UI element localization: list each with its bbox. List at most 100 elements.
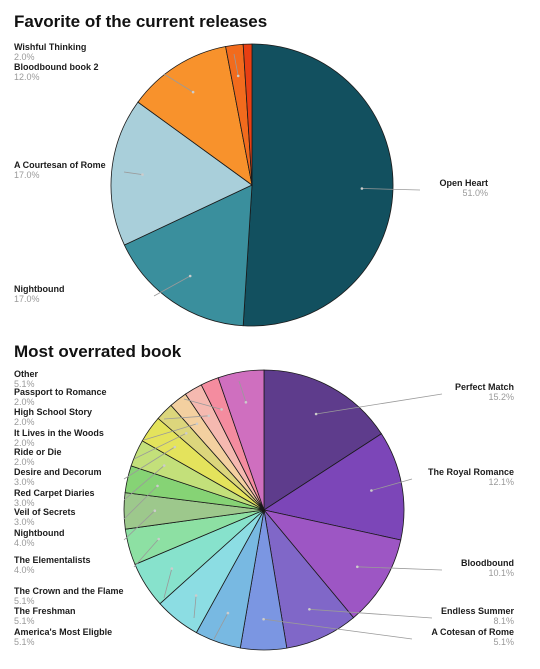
slice-percent: 2.0% — [14, 438, 35, 448]
leader-dot — [195, 422, 199, 426]
slice-percent: 3.0% — [14, 498, 35, 508]
pie-slice — [263, 369, 382, 511]
leader-line — [123, 171, 143, 175]
slice-percent: 2.0% — [14, 397, 35, 407]
slice-percent: 5.1% — [14, 379, 35, 389]
leader-line — [183, 398, 222, 410]
leader-dot — [141, 173, 144, 176]
slice-label: Nightbound — [14, 284, 64, 294]
chart-title: Favorite of the current releases — [14, 12, 268, 31]
slice-percent: 5.1% — [14, 637, 35, 647]
slice-label: A Cotesan of Rome — [431, 627, 514, 637]
slice-label: Nightbound — [14, 528, 64, 538]
leader-line — [153, 275, 191, 297]
slice-percent: 17.0% — [14, 294, 40, 304]
leader-dot — [226, 611, 230, 615]
slice-percent: 15.2% — [488, 392, 514, 402]
leader-dot — [194, 594, 198, 597]
leader-dot — [156, 484, 159, 488]
slice-percent: 2.0% — [14, 457, 35, 467]
leader-dot — [360, 187, 364, 190]
slice-percent: 12.1% — [488, 477, 514, 487]
slice-label: Wishful Thinking — [14, 42, 86, 52]
slice-label: Ride or Die — [14, 447, 62, 457]
leader-line — [233, 53, 239, 76]
slice-label: The Crown and the Flame — [14, 586, 124, 596]
leader-line — [143, 423, 198, 441]
slice-label: Endless Summer — [441, 606, 515, 616]
leader-line — [123, 485, 158, 520]
leader-line — [123, 446, 176, 480]
pie-slice — [262, 509, 402, 619]
leader-dot — [244, 401, 248, 404]
slice-percent: 5.1% — [493, 637, 514, 647]
pie-slice — [262, 433, 405, 541]
leader-line — [163, 415, 209, 420]
leader-line — [123, 465, 165, 501]
slice-label: It Lives in the Woods — [14, 428, 104, 438]
leader-line — [193, 595, 197, 619]
slice-percent: 8.1% — [493, 616, 514, 626]
slice-label: Bloodbound — [461, 558, 514, 568]
slice-percent: 51.0% — [462, 188, 488, 198]
slice-label: Passport to Romance — [14, 387, 107, 397]
slice-percent: 2.0% — [14, 52, 35, 62]
pie-slice — [217, 369, 265, 511]
pie-slice — [110, 101, 253, 246]
leader-dot — [185, 432, 188, 435]
leader-dot — [191, 90, 195, 94]
slice-percent: 17.0% — [14, 170, 40, 180]
slice-percent: 5.1% — [14, 616, 35, 626]
leader-dot — [356, 565, 359, 569]
leader-dot — [157, 537, 160, 541]
slice-label: The Freshman — [14, 606, 76, 616]
slice-label: Other — [14, 369, 39, 379]
leader-dot — [370, 489, 373, 492]
leader-dot — [236, 74, 240, 78]
slice-label: America's Most Eligble — [14, 627, 112, 637]
leader-line — [238, 380, 247, 403]
leader-dot — [170, 567, 174, 570]
leader-line — [309, 608, 433, 619]
slice-percent: 4.0% — [14, 565, 35, 575]
leader-dot — [153, 509, 157, 512]
leader-dot — [162, 464, 166, 467]
slice-label: The Royal Romance — [428, 467, 514, 477]
chart-title: Most overrated book — [14, 342, 182, 361]
slice-label: Perfect Match — [455, 382, 514, 392]
leader-dot — [207, 414, 211, 418]
leader-line — [263, 618, 413, 640]
slice-label: Open Heart — [439, 178, 488, 188]
slice-label: Desire and Decorum — [14, 467, 102, 477]
slice-percent: 3.0% — [14, 477, 35, 487]
slice-percent: 3.0% — [14, 517, 35, 527]
leader-dot — [173, 445, 177, 449]
pie-slice — [137, 46, 253, 186]
leader-line — [163, 73, 194, 93]
leader-dot — [188, 274, 192, 278]
slice-label: High School Story — [14, 407, 92, 417]
leader-line — [133, 432, 187, 460]
slice-label: A Courtesan of Rome — [14, 160, 106, 170]
leader-line — [316, 393, 443, 415]
leader-line — [133, 538, 159, 568]
leader-line — [361, 188, 421, 191]
leader-dot — [314, 412, 318, 416]
leader-dot — [220, 408, 223, 411]
slice-percent: 12.0% — [14, 72, 40, 82]
leader-line — [163, 568, 173, 599]
pie-slice — [123, 184, 253, 327]
slice-label: Veil of Secrets — [14, 507, 76, 517]
slice-label: The Elementalists — [14, 555, 91, 565]
slice-label: Bloodbound book 2 — [14, 62, 99, 72]
leader-dot — [262, 617, 265, 621]
slice-percent: 10.1% — [488, 568, 514, 578]
slice-label: Red Carpet Diaries — [14, 488, 95, 498]
pie-slice — [242, 43, 253, 186]
slice-percent: 2.0% — [14, 417, 35, 427]
slice-percent: 4.0% — [14, 538, 35, 548]
leader-line — [371, 478, 413, 491]
slice-percent: 5.1% — [14, 596, 35, 606]
